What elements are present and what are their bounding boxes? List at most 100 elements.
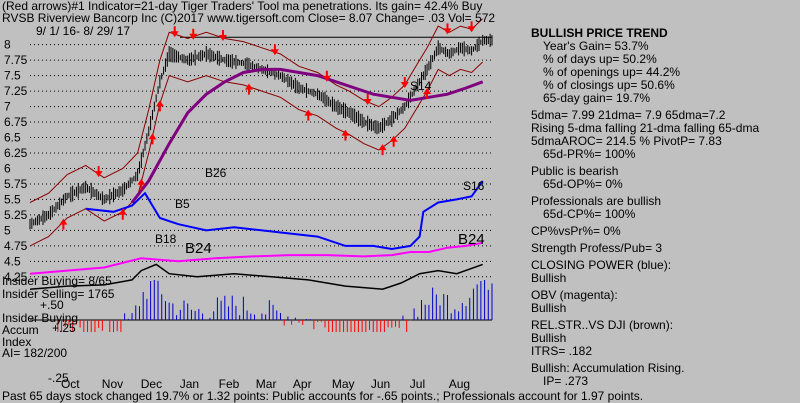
accumulation-histogram: [30, 280, 493, 332]
ip-value: IP= .273: [543, 374, 589, 388]
price-tick-label: 6.5: [4, 131, 21, 145]
buy-arrow: [137, 178, 146, 190]
price-axis-ticks: 87.75 7.57.25 76.75 6.56.256 5.755.5 5.255 4.7…: [4, 38, 28, 284]
price-tick-label: 5.5: [4, 192, 21, 206]
relstr-line: [29, 263, 483, 290]
annotation-minus25: -.25: [48, 371, 69, 385]
closing-power-status: Bullish: [531, 271, 567, 285]
annotation-b18: B18: [155, 232, 177, 246]
annotation-insider_buying: Insider Buying= 8/65: [2, 274, 112, 288]
month-axis: Oct Nov Dec Jan Feb Mar Apr May Jun Jul Aug: [61, 377, 470, 391]
price-gridlines: [30, 36, 492, 278]
days-up: % of days up= 50.2%: [543, 52, 657, 66]
month-label: Nov: [102, 377, 123, 391]
price-tick-label: 7.75: [4, 53, 28, 67]
header-symbol-line: RVSB Riverview Bancorp Inc (C)2017 www.t…: [2, 11, 496, 25]
footer-summary: Past 65 days stock changed 19.7% or 1.32…: [2, 389, 644, 403]
month-label: May: [332, 377, 355, 391]
sell-arrow: [443, 23, 452, 35]
op-percent: 65d-OP%= 0%: [543, 177, 623, 191]
closings-up: % of closings up= 50.6%: [543, 78, 675, 92]
price-tick-label: 5: [4, 223, 11, 237]
chart-annotations: S14 B26 B5 B18 B24 B24 S16 Insider Buying= 8/65…: [2, 79, 485, 385]
professionals-status: Professionals are bullish: [531, 194, 662, 208]
itrs-value: ITRS= .182: [531, 344, 593, 358]
stats-panel: BULLISH PRICE TREND Year's Gain= 53.7% %…: [531, 27, 799, 388]
upper-band: [29, 18, 484, 203]
sell-arrow: [270, 44, 279, 56]
annotation-insider_selling: Insider Selling= 1765: [2, 287, 115, 301]
month-label: Jan: [180, 377, 199, 391]
cp-percent: 65d-CP%= 100%: [543, 207, 636, 221]
header-indicator-line: (Red arrows)#1 Indicator=21-day Tiger Tr…: [2, 0, 483, 13]
relstr-label: REL.STR..VS DJI (brown):: [531, 318, 674, 332]
buy-arrow: [389, 135, 398, 147]
obv-line: [29, 241, 483, 275]
buy-arrow: [304, 109, 313, 121]
closing-power-label: CLOSING POWER (blue):: [531, 258, 672, 272]
price-tick-label: 6: [4, 161, 11, 175]
dma-values: 5dma= 7.99 21dma= 7.9 65dma=7.2: [531, 108, 726, 122]
month-label: Aug: [449, 377, 470, 391]
annotation-b5: B5: [175, 197, 190, 211]
date-range: 9/ 1/ 16- 8/ 29/ 17: [36, 24, 131, 38]
buy-arrow: [118, 208, 127, 220]
price-tick-label: 7.5: [4, 69, 21, 83]
price-tick-label: 6.75: [4, 115, 28, 129]
dma-direction: Rising 5-dma falling 21-dma falling 65-d…: [531, 121, 760, 135]
price-tick-label: 5.75: [4, 177, 28, 191]
sell-arrow: [322, 70, 331, 82]
price-tick-label: 4.75: [4, 239, 28, 253]
price-tick-label: 5.25: [4, 208, 28, 222]
annotation-insider_buying2: Insider Buying: [2, 311, 78, 325]
month-label: Apr: [293, 377, 312, 391]
sell-arrow: [170, 26, 179, 38]
sell-arrow: [94, 166, 103, 178]
gain-65: 65-day gain= 19.7%: [543, 91, 651, 105]
relstr-status: Bullish: [531, 331, 567, 345]
aroc-pivot: 5dmaAROC= 214.5 % PivotP= 7.83: [531, 134, 722, 148]
sell-arrow: [467, 21, 476, 33]
obv-label: OBV (magenta):: [531, 288, 618, 302]
sell-arrow: [363, 94, 372, 106]
price-bars: [29, 33, 493, 230]
annotation-plus50: +.50: [40, 298, 64, 312]
month-label: Dec: [141, 377, 162, 391]
annotation-s16: S16: [463, 179, 485, 193]
price-tick-label: 4.5: [4, 254, 21, 268]
sell-arrow: [189, 28, 198, 40]
month-label: Jun: [371, 377, 390, 391]
price-tick-label: 4.25: [4, 270, 28, 284]
buy-arrow: [341, 129, 350, 141]
trend-title: BULLISH PRICE TREND: [531, 26, 668, 40]
month-label: Jul: [410, 377, 425, 391]
annotation-b24b: B24: [458, 231, 485, 248]
month-label: Feb: [219, 377, 240, 391]
sell-arrow: [400, 77, 409, 88]
strength-ratio: Strength Profess/Pub= 3: [531, 241, 663, 255]
lower-band: [29, 61, 484, 247]
buy-arrow: [59, 218, 68, 230]
closing-power-line: [85, 180, 484, 251]
annotation-b24a: B24: [185, 240, 212, 257]
month-label: Mar: [256, 377, 277, 391]
openings-up: % of openings up= 44.2%: [543, 65, 681, 79]
month-label: Oct: [61, 377, 80, 391]
buy-arrow: [148, 133, 157, 145]
buy-arrow: [244, 83, 253, 95]
annotation-plus25: +.25: [52, 321, 76, 335]
indicator-lines: [29, 67, 484, 290]
cp-vs-pr: CP%vsPr%= 0%: [531, 224, 621, 238]
signal-arrows: [59, 21, 476, 230]
obv-status: Bullish: [531, 301, 567, 315]
pr-percent: 65d-PR%= 100%: [543, 147, 636, 161]
price-tick-label: 7: [4, 100, 11, 114]
annotation-accum: Accum: [2, 323, 39, 337]
annotation-s14: S14: [410, 79, 432, 93]
years-gain: Year's Gain= 53.7%: [543, 39, 649, 53]
buy-arrow: [155, 100, 164, 112]
annotation-index: Index: [2, 335, 31, 349]
ma65-line: [130, 67, 484, 204]
annotation-b26: B26: [205, 166, 227, 180]
